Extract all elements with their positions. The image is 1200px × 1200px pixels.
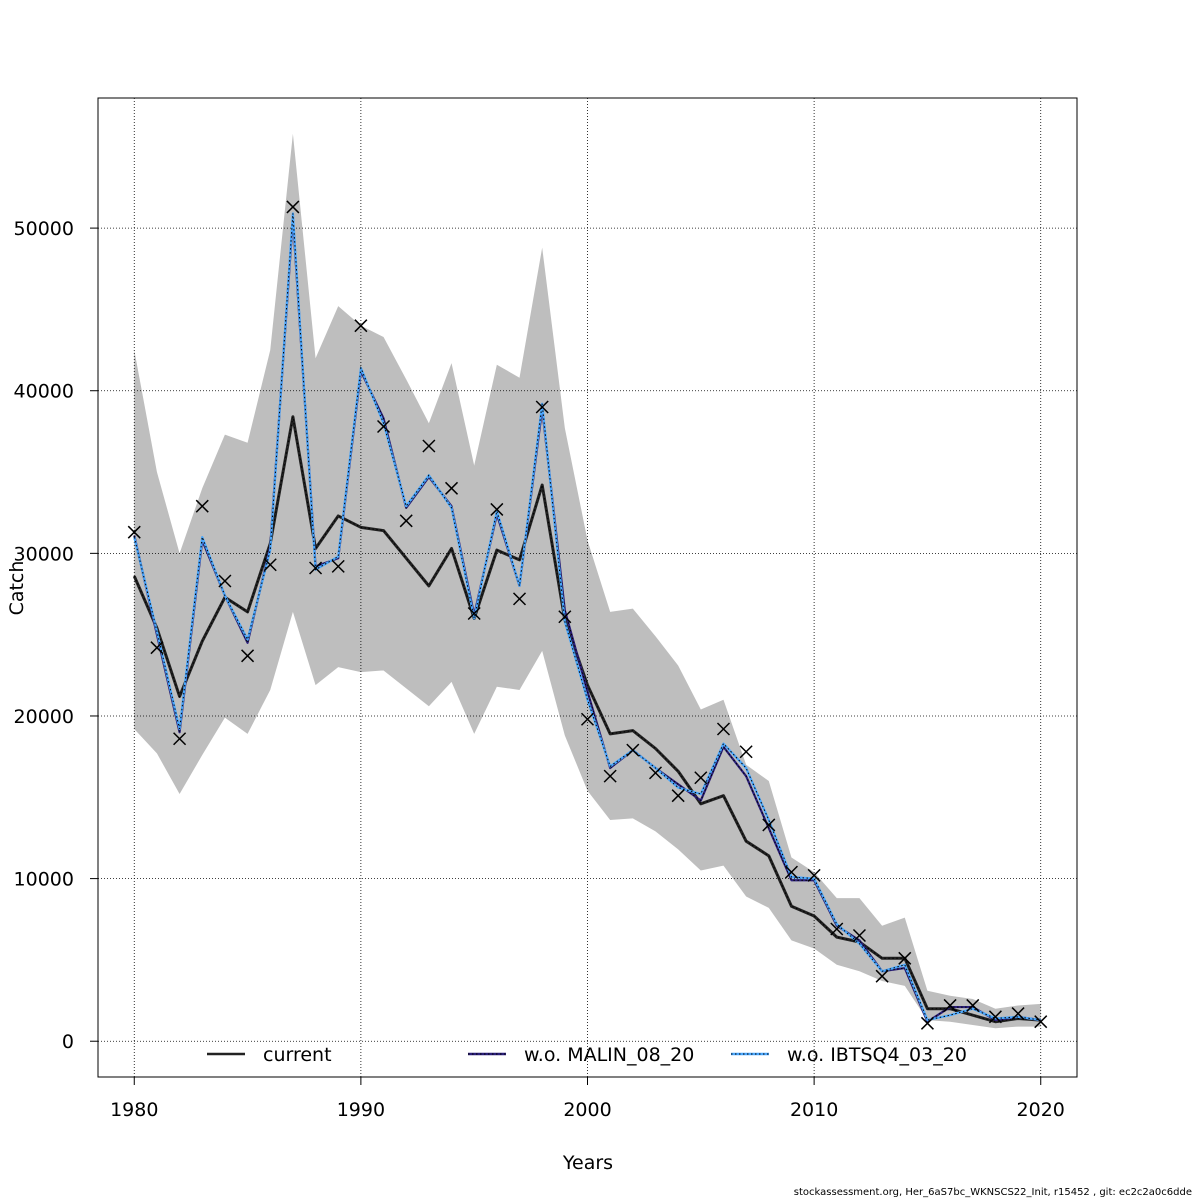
y-tick-label: 50000 [14,218,74,240]
observed-point [241,649,255,663]
observed-point [377,419,391,434]
observed-point [150,641,164,655]
observed-points-layer [127,200,1048,1030]
observed-point [671,789,685,803]
observed-point [1034,1015,1048,1029]
observed-point [173,732,187,746]
observed-point [716,722,731,736]
observed-point [263,558,277,572]
observed-point [422,439,436,453]
legend-label-malin: w.o. MALIN_08_20 [524,1044,694,1066]
observed-point [535,400,549,414]
observed-point [626,743,640,757]
observed-point [580,712,595,726]
observed-point [966,998,980,1012]
y-tick-label: 30000 [14,543,74,565]
y-tick-label: 40000 [14,381,74,403]
observed-point [354,319,368,333]
y-axis: 0 10000 20000 30000 40000 50000 [14,218,98,1053]
observed-point [943,998,957,1012]
observed-point [331,559,345,573]
observed-point [762,818,776,832]
observed-point [648,766,663,780]
confidence-band [134,133,1041,1029]
series-line-ibts [133,212,1041,1022]
legend: current w.o. MALIN_08_20 w.o. IBTSQ4_03_… [207,1044,967,1066]
observed-point [286,200,300,214]
observed-point [195,499,209,513]
grid-layer [98,98,1077,1077]
observed-point [807,868,821,882]
x-tick-label: 2010 [790,1099,838,1121]
y-tick-label: 20000 [14,706,74,728]
y-tick-label: 10000 [14,869,74,891]
observed-point [1011,1007,1025,1021]
x-tick-label: 1990 [337,1099,385,1121]
observed-point [875,969,889,983]
observed-point [739,745,753,759]
observed-point [399,514,413,528]
series-layer [132,212,1041,1024]
x-tick-label: 1980 [110,1099,158,1121]
observed-point [852,928,866,943]
observed-point [784,865,798,879]
y-axis-title: Catch [6,561,28,616]
observed-point [512,592,527,606]
observed-point [127,525,141,539]
observed-point [898,951,912,965]
legend-label-ibts: w.o. IBTSQ4_03_20 [787,1044,967,1066]
observed-point [218,574,232,588]
observed-point [920,1016,934,1030]
observed-point [603,769,617,783]
x-tick-label: 2000 [563,1099,611,1121]
footer-credit: stockassessment.org, Her_6aS7bc_WKNSCS22… [793,1187,1192,1198]
observed-point [988,1010,1002,1024]
x-tick-label: 2020 [1017,1099,1065,1121]
y-tick-label: 0 [62,1031,74,1053]
observed-point [309,561,323,575]
observed-point [558,610,572,624]
x-axis-title: Years [562,1152,613,1174]
observed-point [444,481,459,495]
observed-point [467,606,481,621]
legend-label-current: current [263,1044,332,1066]
observed-point [830,922,844,936]
observed-point [694,771,708,785]
series-line-current-dots [133,416,1041,1023]
confidence-band-layer [134,133,1041,1029]
x-axis: 1980 1990 2000 2010 2020 [110,1077,1065,1121]
observed-point [490,502,504,516]
